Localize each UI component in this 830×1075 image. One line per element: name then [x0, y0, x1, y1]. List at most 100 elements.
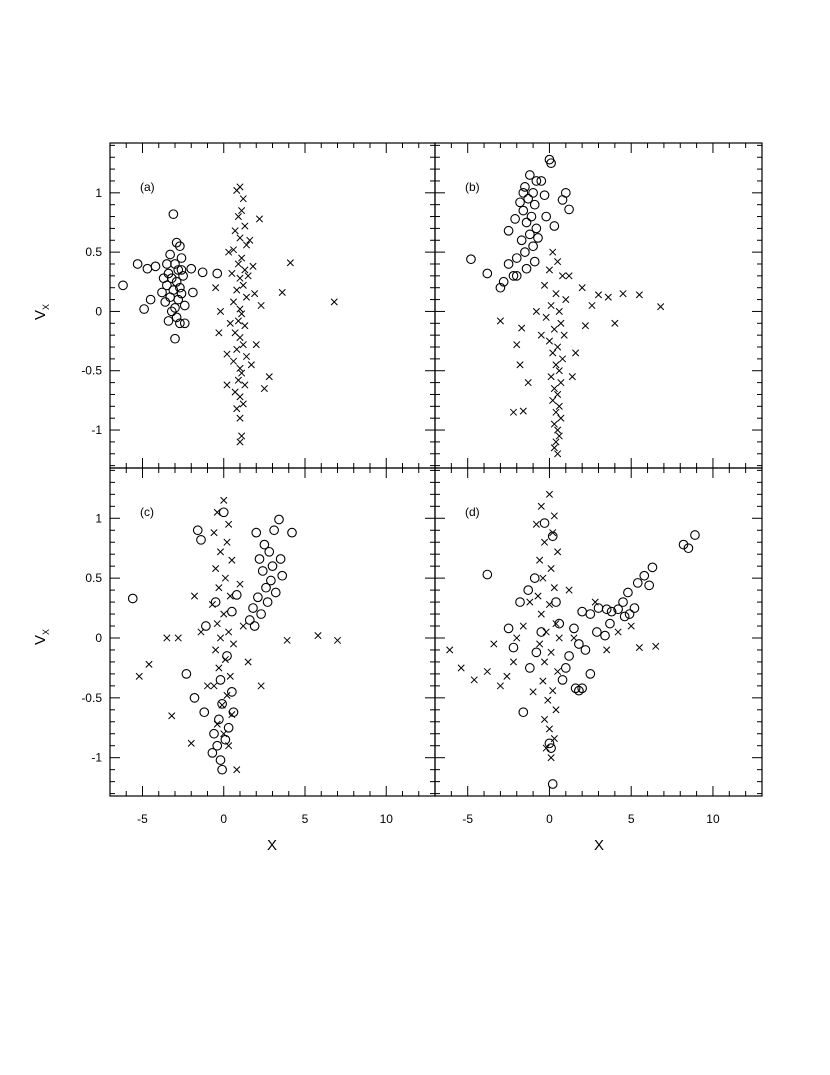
cross-point: [550, 384, 558, 393]
panel-b-label: (b): [465, 180, 480, 194]
circle-point: [606, 606, 617, 617]
circle-point: [248, 603, 258, 613]
circle-point: [142, 263, 153, 274]
cross-point: [536, 556, 544, 564]
cross-point: [552, 361, 560, 369]
cross-point: [216, 634, 225, 642]
panel-d-ticks: -5 0 5 10: [435, 468, 762, 826]
y-axis-title-main: V: [32, 635, 49, 645]
cross-point: [242, 293, 251, 301]
cross-point: [229, 298, 238, 306]
cross-point: [226, 592, 234, 600]
circle-point: [274, 514, 284, 525]
circle-point: [569, 623, 579, 634]
panel-d-label: (d): [465, 505, 480, 519]
circle-point: [592, 627, 602, 637]
cross-point: [552, 620, 560, 628]
cross-point: [236, 393, 244, 401]
circle-point: [262, 597, 273, 607]
circle-point: [217, 764, 227, 775]
circle-point: [163, 316, 174, 326]
cross-point: [545, 725, 554, 733]
circle-point: [644, 580, 655, 591]
circle-point: [544, 738, 555, 749]
circle-point: [179, 300, 190, 311]
circle-point: [498, 276, 509, 287]
cross-point: [554, 258, 562, 266]
cross-point: [568, 373, 576, 381]
circle-point: [678, 539, 689, 550]
cross-point: [529, 688, 537, 696]
cross-point: [552, 706, 560, 714]
cross-point: [223, 538, 231, 546]
circle-point: [551, 597, 561, 607]
circle-point: [632, 578, 643, 588]
circle-point: [549, 221, 560, 231]
cross-point: [236, 364, 244, 372]
circle-point: [639, 570, 650, 581]
circle-point: [269, 525, 279, 536]
cross-point: [330, 298, 338, 306]
cross-point: [560, 331, 568, 339]
cross-point: [234, 260, 242, 268]
cross-point: [187, 739, 195, 747]
circle-point: [536, 627, 547, 637]
cross-point: [549, 349, 557, 357]
circle-point: [176, 265, 187, 275]
cross-point: [239, 622, 247, 630]
circle-point: [175, 241, 185, 252]
circle-point: [516, 235, 527, 246]
circle-point: [166, 306, 177, 317]
cross-point: [246, 236, 254, 244]
circle-point: [244, 615, 255, 625]
cross-point: [238, 310, 246, 318]
cross-point: [241, 222, 249, 230]
cross-point: [554, 667, 562, 676]
circle-point: [171, 276, 182, 287]
cross-point: [539, 677, 547, 685]
cross-point: [213, 508, 221, 516]
cross-point: [174, 634, 182, 642]
circle-point: [526, 211, 537, 222]
cross-point: [604, 293, 612, 301]
cross-point: [490, 640, 498, 648]
circle-point: [524, 663, 535, 673]
circle-point: [175, 282, 185, 293]
y-tick-label: 0.5: [85, 245, 102, 259]
circle-point: [547, 531, 558, 542]
cross-point: [540, 658, 549, 666]
cross-point: [242, 352, 251, 361]
cross-point: [236, 234, 244, 242]
cross-point: [603, 646, 611, 654]
cross-point: [552, 290, 560, 298]
circle-point: [524, 170, 535, 180]
cross-point: [252, 341, 260, 349]
panel-b-marks: [466, 154, 665, 458]
circle-point: [580, 645, 591, 655]
circle-point: [531, 176, 542, 186]
circle-point: [624, 609, 635, 619]
circle-point: [160, 297, 171, 307]
circle-point: [118, 280, 128, 291]
cross-point: [519, 622, 527, 630]
cross-point: [218, 701, 226, 709]
circle-point: [171, 237, 182, 248]
circle-point: [547, 779, 558, 789]
circle-point: [253, 592, 263, 603]
cross-point: [225, 628, 233, 636]
cross-point: [547, 565, 555, 573]
cross-point: [223, 691, 231, 699]
circle-point: [577, 683, 588, 694]
circle-point: [557, 195, 568, 205]
panel-a-label: (a): [140, 180, 155, 194]
circle-point: [249, 621, 260, 631]
cross-point: [135, 672, 143, 680]
cross-point: [591, 598, 599, 606]
cross-point: [635, 644, 643, 652]
circle-point: [564, 651, 574, 661]
cross-point: [220, 610, 228, 618]
cross-point: [518, 324, 526, 332]
circle-point: [192, 525, 203, 536]
cross-point: [333, 636, 342, 644]
cross-point: [229, 640, 238, 648]
